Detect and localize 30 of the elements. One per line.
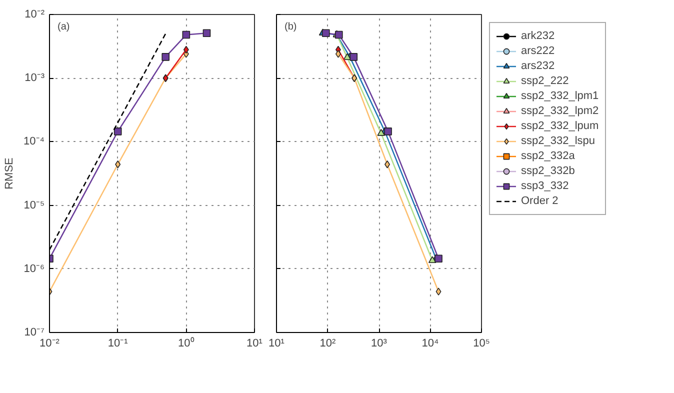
legend-label: ssp2_332a — [521, 149, 575, 163]
y-tick-label: 10⁻⁵ — [24, 199, 44, 212]
legend-label: ars222 — [521, 44, 555, 58]
x-tick-label: 10² — [320, 338, 336, 350]
y-tick-label: 10⁻³ — [24, 72, 45, 84]
legend-label: ssp2_332_lpm2 — [521, 104, 599, 118]
annotation: (b) — [284, 22, 297, 32]
legend-label: ssp2_332_lspu — [521, 134, 596, 148]
x-tick-label: 10⁴ — [422, 338, 440, 350]
legend-label: ssp2_222 — [521, 74, 569, 88]
x-tick-label: 10⁻² — [40, 338, 60, 350]
y-axis-title: RMSE — [4, 158, 16, 190]
legend-label: Order 2 — [521, 194, 558, 208]
legend-label: ssp3_332 — [521, 179, 569, 193]
y-tick-label: 10⁻⁷ — [24, 326, 45, 338]
x-tick-label: 10¹ — [268, 338, 285, 350]
legend-label: ark232 — [521, 29, 555, 43]
x-tick-label: 10¹ — [246, 338, 263, 350]
legend-label: ars232 — [521, 59, 555, 73]
legend-label: ssp2_332_lpm1 — [521, 89, 599, 103]
annotation: (a) — [58, 22, 70, 32]
x-tick-label: 10⁻¹ — [108, 338, 128, 350]
x-tick-label: 10⁵ — [473, 338, 490, 350]
legend-label: ssp2_332_lpum — [521, 119, 599, 133]
x-tick-label: 10⁰ — [178, 336, 194, 350]
x-tick-label: 10³ — [371, 338, 388, 350]
legend-label: ssp2_332b — [521, 164, 575, 178]
y-tick-label: 10⁻⁶ — [24, 262, 44, 275]
y-tick-label: 10⁻² — [24, 8, 45, 20]
y-tick-label: 10⁻⁴ — [24, 136, 45, 148]
